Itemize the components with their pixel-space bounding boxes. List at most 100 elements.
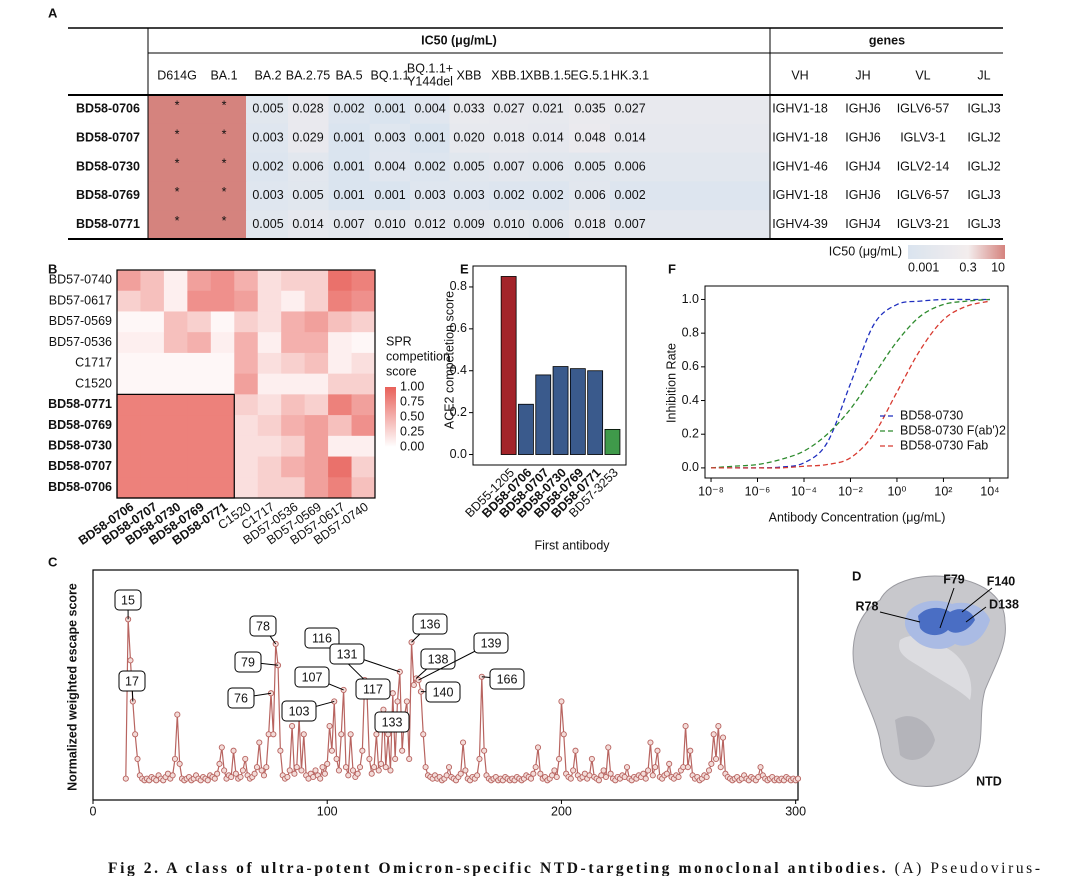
bar [535,374,552,455]
bar [552,366,569,455]
annotation-box [304,627,340,649]
heat-cell [234,477,259,499]
annotation-box [281,700,317,722]
escape-point [335,767,342,774]
escape-point [354,770,361,777]
gene-value: IGLJ3 [967,217,1000,231]
row-name: BD58-0707 [76,130,140,144]
escape-point [270,731,277,738]
heat-cell [281,270,306,292]
column-header: VH [791,68,808,82]
column-header: EG.5.1 [571,68,610,82]
escape-point [567,775,574,782]
heat-cell [281,290,306,312]
heat-cell [281,394,306,416]
escape-point [349,767,357,774]
x-tick-label: 0 [90,804,97,818]
escape-point [326,723,333,730]
heat-cell [187,270,212,292]
ic50-value: 0.005 [574,159,605,173]
annotation-box [412,613,448,635]
bar [569,368,586,455]
x-tick-label: 10⁰ [887,484,906,498]
x-tick-label: 200 [551,804,572,818]
ic50-cell [449,123,490,154]
ic50-value: 0.029 [292,130,323,144]
ic50-cell [528,210,570,240]
annotation-box [489,668,525,690]
escape-point [605,744,612,751]
escape-point [551,767,558,774]
escape-point [684,764,691,771]
ic50-value: 0.003 [252,130,283,144]
colorbar-title: score [386,364,417,378]
ic50-cell [148,95,201,125]
escape-point [675,773,682,781]
annotation-box [249,615,277,637]
residue-label: F140 [987,574,1016,588]
y-tick-label: 0.0 [682,460,699,474]
heat-cell [304,352,329,375]
panel-label: B [48,261,57,276]
ic50-value: * [175,156,180,170]
heat-cell [351,456,376,478]
panel-label: A [48,5,58,20]
ic50-cell [328,210,370,240]
escape-point [556,755,563,762]
gene-value: IGHJ6 [845,130,880,144]
ic50-value: * [175,214,180,228]
ic50-cell [288,152,329,182]
escape-point [321,770,328,777]
escape-point [654,747,661,754]
ic50-cell [148,181,201,211]
ic50-cell [528,152,570,182]
column-header: VL [915,68,930,82]
heat-cell [281,352,306,375]
annotation-box [329,643,365,665]
colorscale-tick: 0.001 [908,260,939,274]
escape-point [712,755,720,762]
ic50-value: 0.002 [252,159,283,173]
annotation-label: 107 [302,670,323,684]
heat-cell [351,394,376,416]
heat-cell [210,394,235,416]
heat-cell [257,373,282,395]
ic50-cell [610,152,771,182]
x-tick-label: 100 [317,804,338,818]
escape-point [595,777,602,784]
panel-label: C [48,554,58,569]
heat-cell [257,290,282,312]
y-axis-label: ACE2 competetion score [442,291,456,429]
ic50-value: 0.020 [453,130,484,144]
colorscale-tick: 0.3 [959,260,976,274]
ic50-value: 0.005 [252,217,283,231]
ic50-cell [148,210,201,240]
heat-cell [257,456,282,478]
row-name: BD58-0730 [76,159,140,173]
ic50-value: 0.005 [252,102,283,116]
pointer [879,611,921,623]
escape-point [623,764,631,771]
escape-point [572,747,579,754]
heat-cell [304,311,329,333]
escape-point [392,755,399,762]
column-header: BA.2 [254,68,281,82]
heat-cell [140,373,165,395]
surface-highlight [899,635,972,700]
gene-value: IGLV6-57 [897,102,950,116]
ic50-cell [410,152,450,182]
annotation-box [420,648,456,670]
escape-point [127,657,134,664]
heat-cell [328,394,352,416]
ic50-cell [288,95,329,125]
escape-point [445,764,453,771]
pointer [939,587,955,629]
escape-point [211,775,218,782]
escape-point [204,777,211,784]
ic50-cell [569,210,611,240]
heat-cell [140,456,165,478]
colorscale-bar [908,245,1005,259]
gene-value: IGLJ3 [967,188,1000,202]
escape-point [476,755,483,762]
heat-cell [210,435,235,457]
